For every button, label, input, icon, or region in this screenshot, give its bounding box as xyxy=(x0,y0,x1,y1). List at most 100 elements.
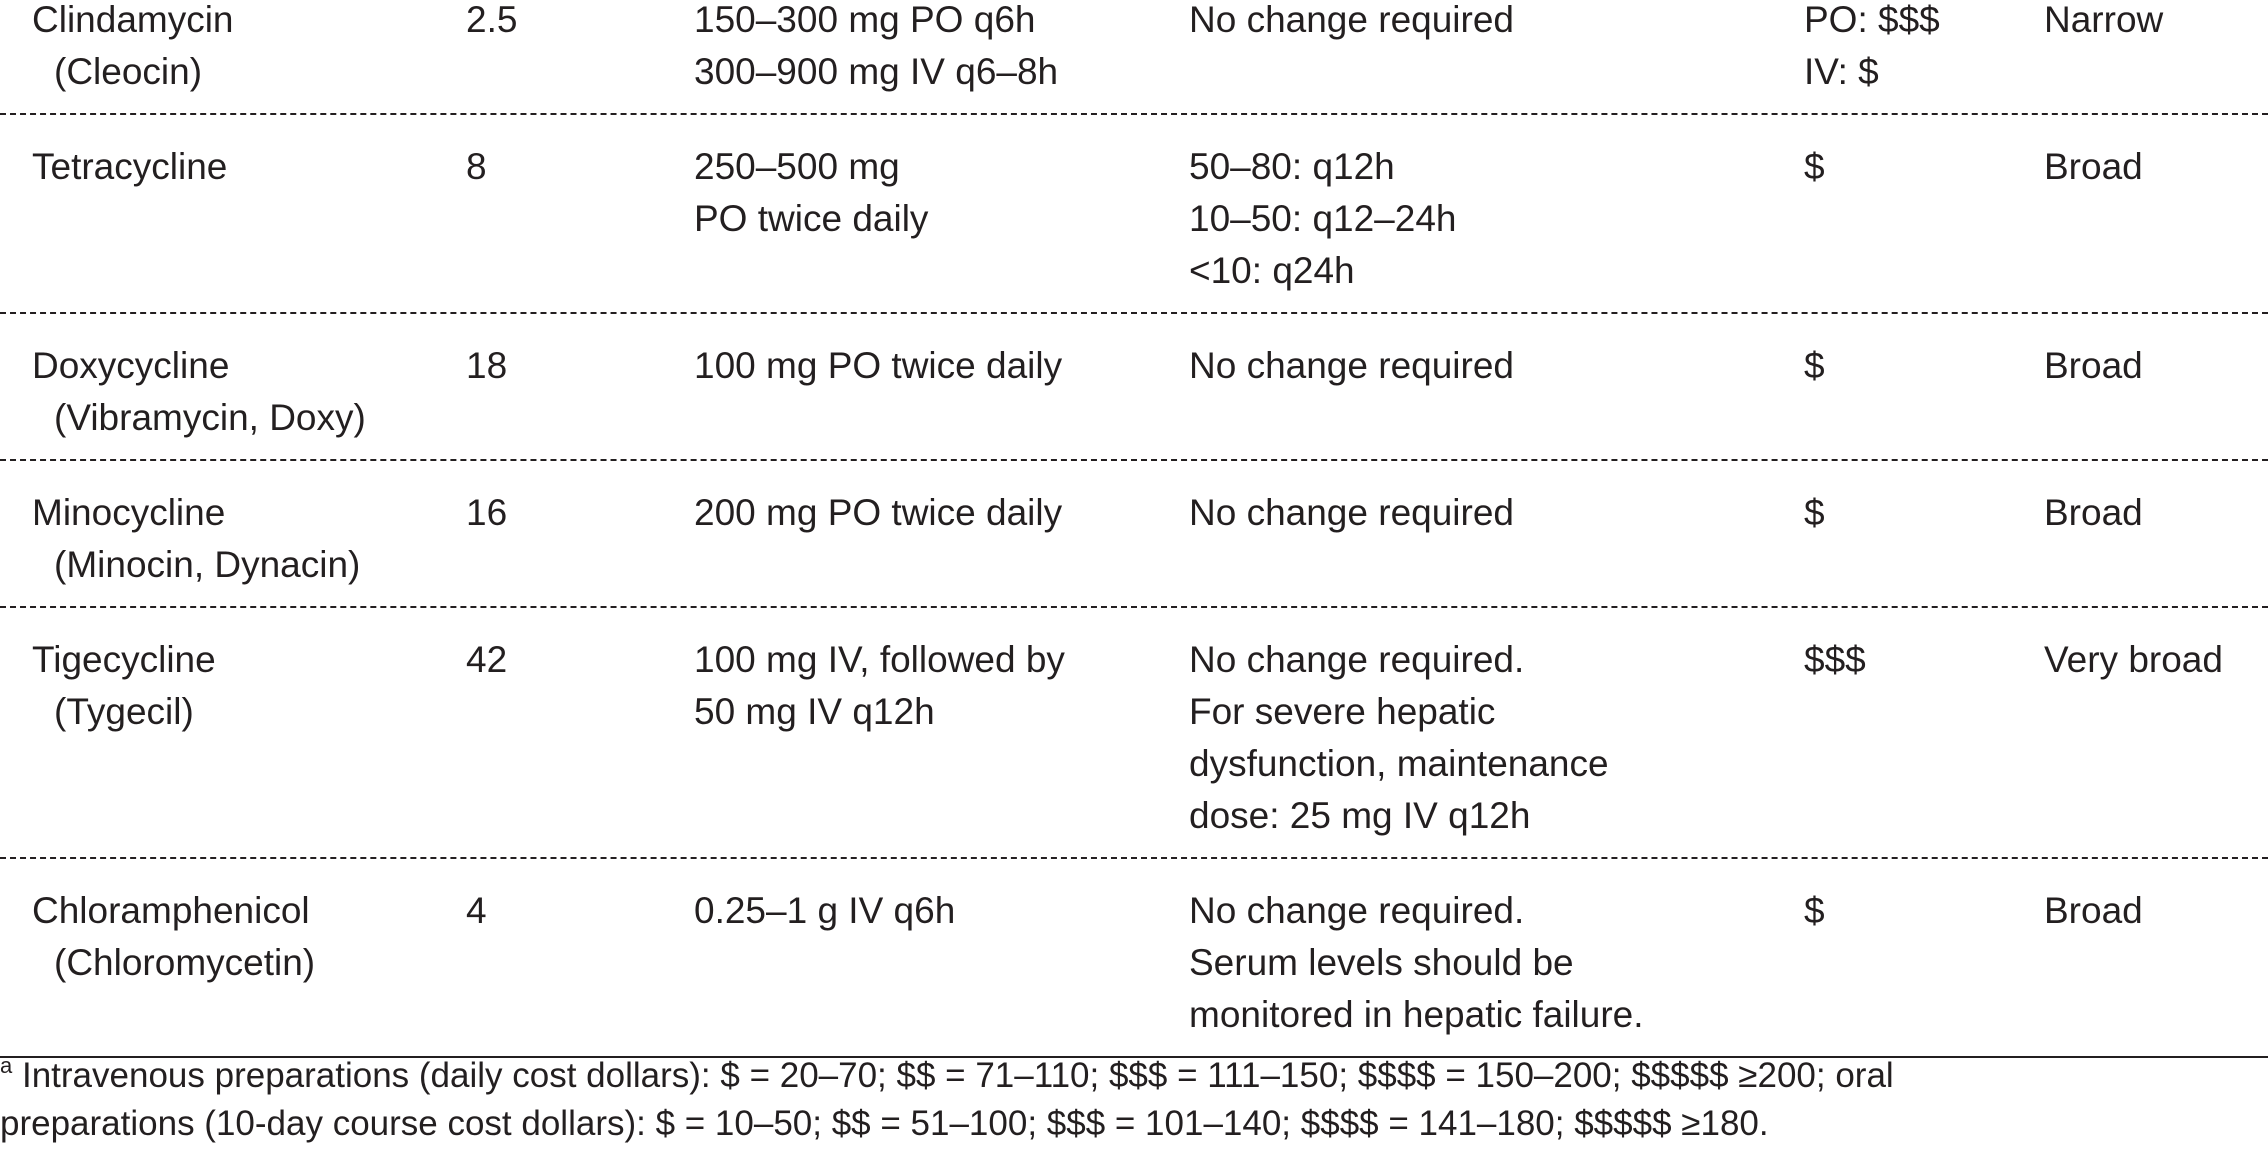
cell-line: 50 mg IV q12h xyxy=(694,691,935,732)
cell-line: Minocycline xyxy=(32,492,226,533)
cell-line: PO twice daily xyxy=(694,198,929,239)
half-life: 4 xyxy=(466,885,487,937)
cell-line: IV: $ xyxy=(1804,51,1879,92)
cell-line: PO: $$$ xyxy=(1804,0,1940,40)
renal-adjustment: 50–80: q12h 10–50: q12–24h <10: q24h xyxy=(1189,141,1457,297)
table-row: Clindamycin (Cleocin) 2.5 150–300 mg PO q6h… xyxy=(0,0,2268,115)
cell-line: 300–900 mg IV q6–8h xyxy=(694,51,1059,92)
cell-line: No change required xyxy=(1189,345,1514,386)
cell-line: dysfunction, maintenance xyxy=(1189,743,1609,784)
spectrum: Narrow xyxy=(2044,0,2163,46)
renal-adjustment: No change required xyxy=(1189,0,1514,46)
cell-line: dose: 25 mg IV q12h xyxy=(1189,795,1531,836)
cell-line: Clindamycin xyxy=(32,0,234,40)
table-row: Chloramphenicol (Chloromycetin) 4 0.25–1 g … xyxy=(0,859,2268,1058)
table-row: Doxycycline (Vibramycin, Doxy) 18 100 mg PO… xyxy=(0,314,2268,461)
cell-line: Broad xyxy=(2044,345,2143,386)
spectrum: Very broad xyxy=(2044,634,2223,686)
cell-line: 8 xyxy=(466,146,487,187)
half-life: 42 xyxy=(466,634,507,686)
drug-name: Minocycline (Minocin, Dynacin) xyxy=(32,487,360,591)
cost: $ xyxy=(1804,340,1825,392)
cell-line: (Tygecil) xyxy=(54,691,194,732)
cell-line: monitored in hepatic failure. xyxy=(1189,994,1644,1035)
cell-line: Doxycycline xyxy=(32,345,230,386)
cell-line: $ xyxy=(1804,492,1825,533)
dose: 150–300 mg PO q6h 300–900 mg IV q6–8h xyxy=(694,0,1058,98)
cell-line: $$$ xyxy=(1804,639,1866,680)
cell-line: Tetracycline xyxy=(32,146,228,187)
cell-line: 200 mg PO twice daily xyxy=(694,492,1063,533)
cell-line: 16 xyxy=(466,492,508,533)
cell-line: (Minocin, Dynacin) xyxy=(54,544,361,585)
cost: $ xyxy=(1804,141,1825,193)
half-life: 2.5 xyxy=(466,0,517,46)
cell-line: Broad xyxy=(2044,492,2143,533)
cell-line: 18 xyxy=(466,345,508,386)
drug-name: Tigecycline (Tygecil) xyxy=(32,634,216,738)
footnote-marker: a xyxy=(0,1053,13,1078)
cell-line: 100 mg IV, followed by xyxy=(694,639,1065,680)
cell-line: (Chloromycetin) xyxy=(54,942,316,983)
cell-line: $ xyxy=(1804,890,1825,931)
half-life: 8 xyxy=(466,141,487,193)
spectrum: Broad xyxy=(2044,340,2143,392)
cell-line: Narrow xyxy=(2044,0,2164,40)
cell-line: (Cleocin) xyxy=(54,51,203,92)
renal-adjustment: No change required xyxy=(1189,487,1514,539)
drug-name: Clindamycin (Cleocin) xyxy=(32,0,234,98)
cell-line: (Vibramycin, Doxy) xyxy=(54,397,366,438)
cell-line: 50–80: q12h xyxy=(1189,146,1395,187)
cell-line: 150–300 mg PO q6h xyxy=(694,0,1036,40)
half-life: 16 xyxy=(466,487,507,539)
cell-line: 0.25–1 g IV q6h xyxy=(694,890,956,931)
cell-line: 100 mg PO twice daily xyxy=(694,345,1063,386)
cell-line: No change required xyxy=(1189,0,1514,40)
cell-line: 2.5 xyxy=(466,0,518,40)
dose: 100 mg PO twice daily xyxy=(694,340,1062,392)
cell-line: Chloramphenicol xyxy=(32,890,310,931)
cost: PO: $$$ IV: $ xyxy=(1804,0,1940,98)
cell-line: No change required xyxy=(1189,492,1514,533)
drug-name: Tetracycline xyxy=(32,141,227,193)
renal-adjustment: No change required. Serum levels should b… xyxy=(1189,885,1644,1041)
cell-line: For severe hepatic xyxy=(1189,691,1496,732)
dose: 0.25–1 g IV q6h xyxy=(694,885,955,937)
drug-table: Clindamycin (Cleocin) 2.5 150–300 mg PO q6h… xyxy=(0,0,2268,1058)
cell-line: 42 xyxy=(466,639,508,680)
drug-name: Doxycycline (Vibramycin, Doxy) xyxy=(32,340,366,444)
cell-line: Very broad xyxy=(2044,639,2223,680)
cell-line: $ xyxy=(1804,146,1825,187)
dose: 100 mg IV, followed by 50 mg IV q12h xyxy=(694,634,1065,738)
cell-line: Broad xyxy=(2044,890,2143,931)
dose: 250–500 mg PO twice daily xyxy=(694,141,928,245)
cell-line: 10–50: q12–24h xyxy=(1189,198,1457,239)
cost: $$$ xyxy=(1804,634,1866,686)
table-row: Tetracycline 8 250–500 mg PO twice daily 50–… xyxy=(0,115,2268,314)
spectrum: Broad xyxy=(2044,141,2143,193)
footnote-text: preparations (10-day course cost dollars… xyxy=(0,1104,1769,1143)
renal-adjustment: No change required xyxy=(1189,340,1514,392)
spectrum: Broad xyxy=(2044,487,2143,539)
drug-name: Chloramphenicol (Chloromycetin) xyxy=(32,885,315,989)
cell-line: <10: q24h xyxy=(1189,250,1355,291)
cell-line: Serum levels should be xyxy=(1189,942,1574,983)
cell-line: No change required. xyxy=(1189,639,1525,680)
table-row: Minocycline (Minocin, Dynacin) 16 200 mg PO… xyxy=(0,461,2268,608)
table-row: Tigecycline (Tygecil) 42 100 mg IV, followe… xyxy=(0,608,2268,859)
renal-adjustment: No change required. For severe hepatic dys… xyxy=(1189,634,1609,842)
cell-line: No change required. xyxy=(1189,890,1525,931)
cell-line: $ xyxy=(1804,345,1825,386)
footnote: a Intravenous preparations (daily cost d… xyxy=(0,1052,2268,1148)
dose: 200 mg PO twice daily xyxy=(694,487,1062,539)
cell-line: Tigecycline xyxy=(32,639,216,680)
spectrum: Broad xyxy=(2044,885,2143,937)
half-life: 18 xyxy=(466,340,507,392)
cell-line: 250–500 mg xyxy=(694,146,900,187)
cell-line: 4 xyxy=(466,890,487,931)
footnote-line: a Intravenous preparations (daily cost d… xyxy=(0,1052,2268,1100)
cost: $ xyxy=(1804,885,1825,937)
cost: $ xyxy=(1804,487,1825,539)
footnote-text: Intravenous preparations (daily cost dol… xyxy=(21,1056,1894,1095)
